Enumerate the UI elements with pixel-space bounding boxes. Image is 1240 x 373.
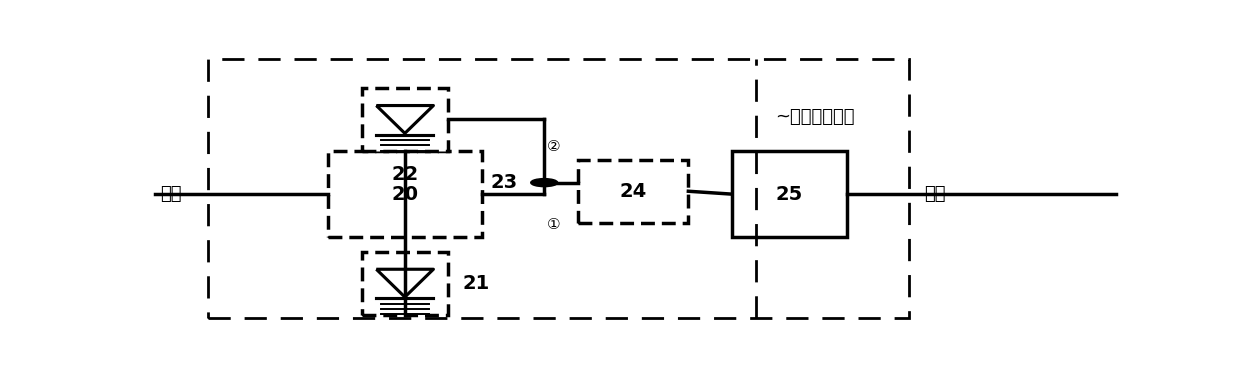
Text: ~相位共轭单元: ~相位共轭单元 xyxy=(775,107,854,126)
Bar xyxy=(578,160,688,223)
Circle shape xyxy=(531,179,558,186)
Text: ②: ② xyxy=(547,139,560,154)
Bar xyxy=(208,59,909,318)
Text: 输入: 输入 xyxy=(160,185,181,203)
Text: 24: 24 xyxy=(620,182,647,201)
Text: ①: ① xyxy=(547,217,560,232)
Text: 23: 23 xyxy=(490,173,517,192)
Bar xyxy=(732,151,847,237)
Bar xyxy=(362,251,448,315)
Text: 20: 20 xyxy=(392,185,418,204)
Text: 输出: 输出 xyxy=(924,185,945,203)
Bar xyxy=(327,151,481,237)
Bar xyxy=(362,88,448,151)
Text: 25: 25 xyxy=(776,185,802,204)
Text: 21: 21 xyxy=(463,274,490,293)
Text: 22: 22 xyxy=(392,164,418,184)
